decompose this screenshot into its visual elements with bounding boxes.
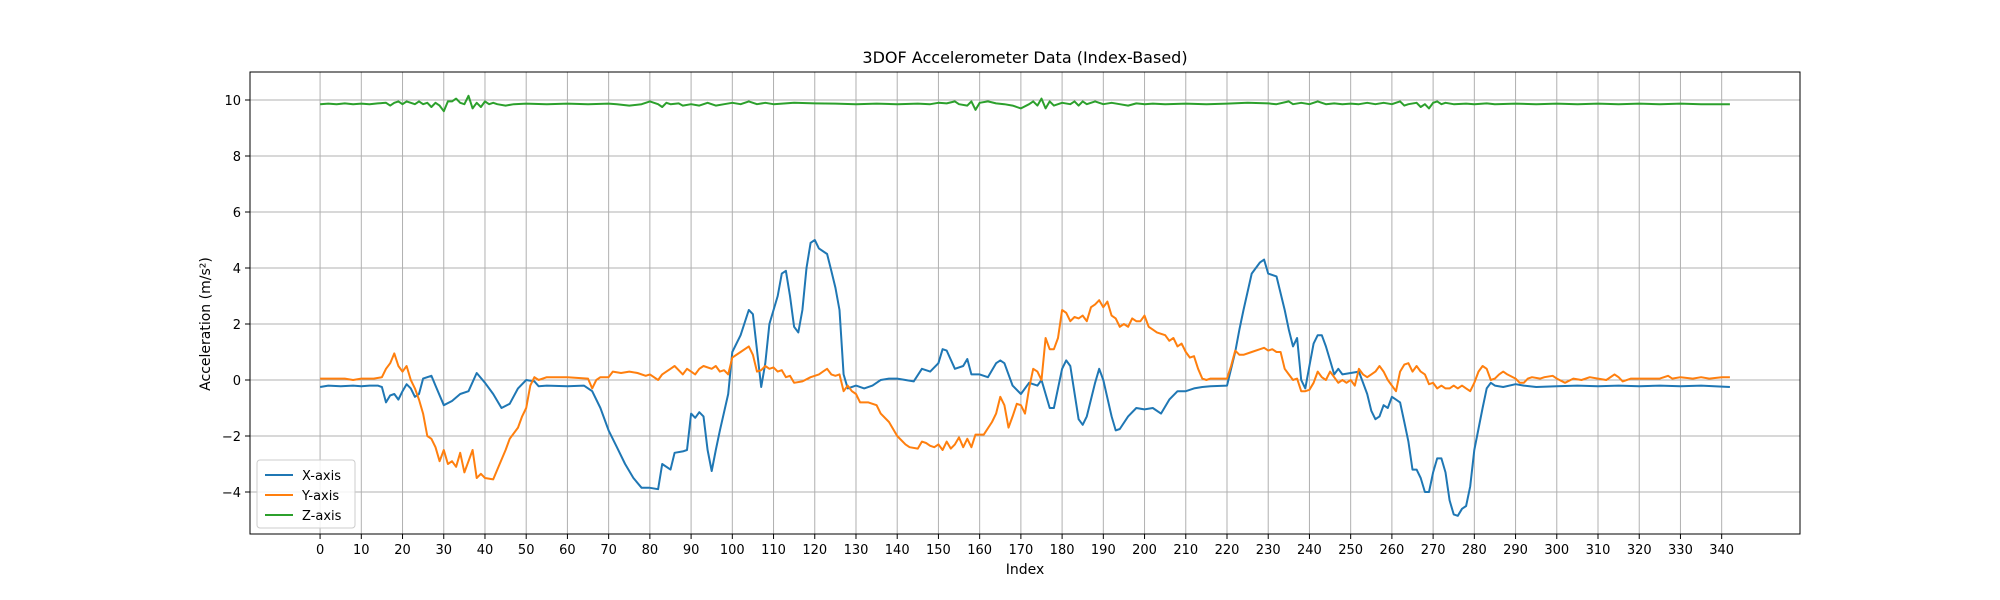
legend-entry: X-axis xyxy=(302,469,341,484)
x-tick-label: 280 xyxy=(1462,543,1487,558)
x-tick-label: 220 xyxy=(1215,543,1240,558)
y-axis: −4 −2 0 2 4 6 8 10 xyxy=(222,94,250,501)
x-tick-label: 340 xyxy=(1709,543,1734,558)
y-tick-label: 10 xyxy=(224,94,241,109)
y-tick-label: 6 xyxy=(233,206,241,221)
x-tick-label: 120 xyxy=(802,543,827,558)
x-tick-label: 260 xyxy=(1379,543,1404,558)
x-axis-label: Index xyxy=(1006,562,1045,578)
y-axis-label: Acceleration (m/s²) xyxy=(198,257,214,391)
x-tick-label: 80 xyxy=(642,543,659,558)
x-tick-label: 130 xyxy=(844,543,869,558)
x-tick-label: 310 xyxy=(1586,543,1611,558)
chart-title: 3DOF Accelerometer Data (Index-Based) xyxy=(862,48,1187,67)
x-axis: 0 10 20 30 40 50 60 70 80 90 100 110 120 130 140 150 160… xyxy=(316,534,1734,558)
x-tick-label: 30 xyxy=(435,543,452,558)
y-tick-label: 2 xyxy=(233,318,241,333)
x-tick-label: 50 xyxy=(518,543,535,558)
x-tick-label: 270 xyxy=(1421,543,1446,558)
y-tick-label: 4 xyxy=(233,262,241,277)
y-tick-label: 0 xyxy=(233,374,241,389)
x-tick-label: 240 xyxy=(1297,543,1322,558)
x-tick-label: 330 xyxy=(1668,543,1693,558)
series-line-y-axis xyxy=(320,299,1730,481)
x-tick-label: 290 xyxy=(1503,543,1528,558)
y-tick-label: −4 xyxy=(222,486,241,501)
x-tick-label: 90 xyxy=(683,543,700,558)
legend-entry: Y-axis xyxy=(301,489,339,504)
x-tick-label: 170 xyxy=(1008,543,1033,558)
legend-box xyxy=(256,459,356,529)
y-tick-label: −2 xyxy=(222,430,241,445)
x-tick-label: 160 xyxy=(967,543,992,558)
x-tick-label: 70 xyxy=(600,543,617,558)
series-line-z-axis xyxy=(320,94,1730,113)
x-tick-label: 60 xyxy=(559,543,576,558)
x-tick-label: 190 xyxy=(1091,543,1116,558)
x-tick-label: 40 xyxy=(477,543,494,558)
x-tick-label: 210 xyxy=(1173,543,1198,558)
x-tick-label: 320 xyxy=(1627,543,1652,558)
x-tick-label: 200 xyxy=(1132,543,1157,558)
plot-frame xyxy=(249,71,1801,535)
series-lines xyxy=(319,94,1730,517)
x-tick-label: 110 xyxy=(761,543,786,558)
x-tick-label: 10 xyxy=(353,543,370,558)
x-tick-label: 140 xyxy=(885,543,910,558)
legend-entry: Z-axis xyxy=(302,509,342,524)
grid-lines xyxy=(250,72,1800,534)
x-tick-label: 100 xyxy=(720,543,745,558)
x-tick-label: 180 xyxy=(1050,543,1075,558)
x-tick-label: 150 xyxy=(926,543,951,558)
x-tick-label: 250 xyxy=(1338,543,1363,558)
x-tick-label: 0 xyxy=(316,543,324,558)
y-tick-label: 8 xyxy=(233,150,241,165)
x-tick-label: 230 xyxy=(1256,543,1281,558)
x-tick-label: 20 xyxy=(394,543,411,558)
x-tick-label: 300 xyxy=(1544,543,1569,558)
series-line-x-axis xyxy=(319,239,1730,517)
legend: X-axis Y-axis Z-axis xyxy=(256,459,356,529)
